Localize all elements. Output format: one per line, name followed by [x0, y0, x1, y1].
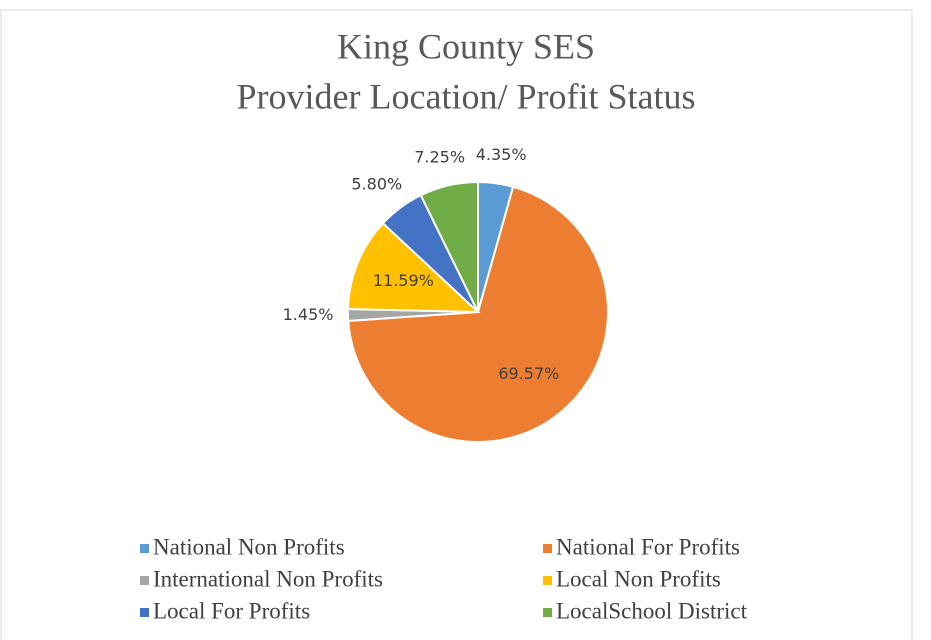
legend-label: LocalSchool District — [556, 598, 748, 623]
data-label: 7.25% — [414, 148, 465, 167]
legend-label: Local Non Profits — [556, 566, 721, 591]
legend-label: Local For Profits — [153, 598, 310, 623]
legend-label: International Non Profits — [153, 566, 383, 591]
data-label: 5.80% — [351, 175, 402, 194]
legend-label: National For Profits — [556, 534, 740, 559]
legend-swatch — [140, 544, 149, 553]
pie-slice — [347, 221, 481, 314]
data-label: 1.45% — [283, 305, 334, 324]
legend-swatch — [543, 608, 552, 617]
legend-label: National Non Profits — [153, 534, 345, 559]
pie-slice — [347, 185, 609, 443]
data-label: 11.59% — [373, 271, 434, 290]
legend-swatch — [543, 576, 552, 585]
pie-slice — [419, 180, 479, 313]
chart-title: Provider Location/ Profit Status — [237, 76, 696, 116]
legend-swatch — [140, 576, 149, 585]
data-label: 69.57% — [498, 364, 559, 383]
legend-swatch — [543, 544, 552, 553]
chart-title: King County SES — [337, 26, 595, 66]
data-label: 4.35% — [476, 145, 527, 164]
legend-swatch — [140, 608, 149, 617]
